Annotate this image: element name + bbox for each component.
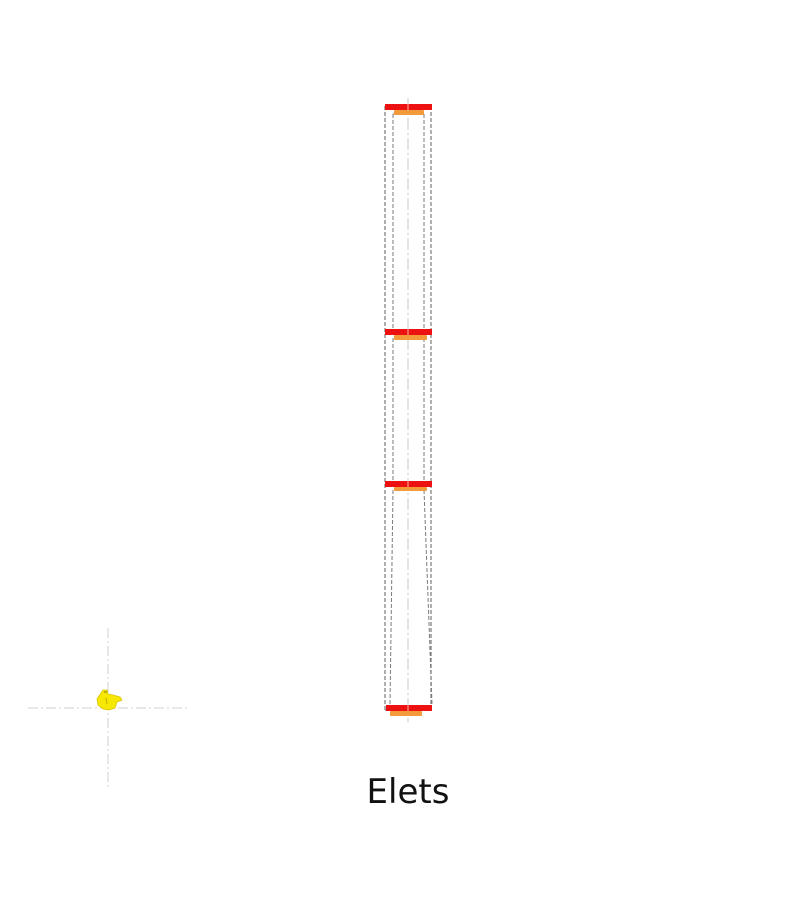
diagram-caption: Elets [366, 772, 450, 812]
plate-bottom [386, 705, 432, 716]
plate-upper-mid [385, 329, 432, 340]
column-inner-outline [389, 113, 433, 705]
plate-top [385, 104, 432, 115]
plate-lower-mid [385, 481, 432, 491]
pointing-hand-cursor-icon [96, 689, 123, 711]
